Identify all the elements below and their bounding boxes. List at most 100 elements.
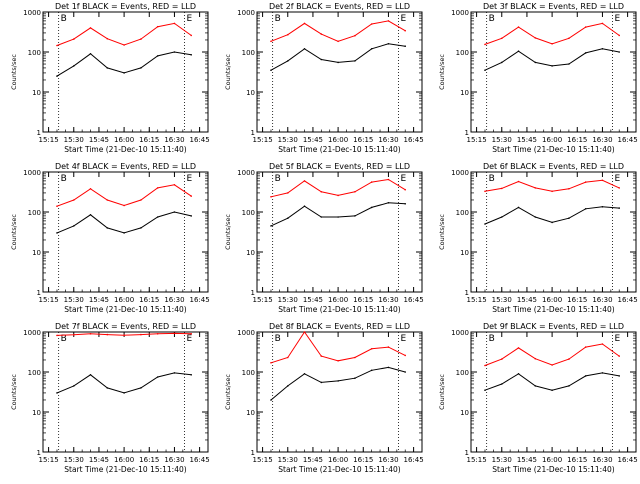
data-point-events [551,389,553,392]
series-line-events [484,372,620,391]
y-tick-label: 1 [465,449,469,457]
series-line-lld [484,343,620,366]
y-tick-label: 100 [242,49,255,57]
data-point-events [517,50,520,52]
plot-frame [256,11,423,133]
data-point-lld [156,25,159,28]
x-tick-label: 16:15 [567,296,587,304]
data-point-lld [337,194,339,197]
x-tick-label: 16:45 [618,456,638,464]
data-point-lld [370,348,373,350]
data-point-lld [173,332,176,335]
data-point-events [618,51,620,53]
y-tick-label: 1000 [23,169,41,177]
data-point-events [484,69,486,71]
data-point-events [534,385,537,387]
x-axis-label: Start Time (21-Dec-10 15:11:40) [492,145,614,154]
x-tick-label: 15:15 [38,136,58,144]
x-tick-label: 15:30 [278,456,298,464]
x-tick-label: 16:30 [378,296,398,304]
data-point-lld [551,190,553,193]
data-point-lld [73,38,75,40]
series-line-lld [56,184,192,207]
data-point-lld [303,331,306,333]
data-point-lld [106,333,109,336]
data-point-events [501,61,503,64]
data-point-lld [287,356,289,359]
data-point-events [56,75,58,77]
data-point-events [601,206,604,208]
data-point-lld [190,195,192,197]
data-point-lld [387,20,390,22]
plot-frame [42,11,209,133]
data-point-lld [501,358,503,360]
plot-frame [256,331,423,453]
y-axis-label: Counts/sec [10,214,18,250]
data-point-events [287,385,289,387]
panel-title: Det 3f BLACK = Events, RED = LLD [483,2,624,11]
y-tick-label: 10 [460,409,469,417]
data-point-lld [517,26,520,28]
x-tick-label: 15:45 [89,296,109,304]
x-tick-label: 16:00 [328,296,348,304]
x-axis-label: Start Time (21-Dec-10 15:11:40) [64,465,186,474]
x-tick-label: 15:15 [466,296,486,304]
x-tick-label: 16:30 [592,456,612,464]
data-point-events [517,206,520,209]
data-point-lld [303,180,306,182]
x-tick-label: 16:15 [353,296,373,304]
data-point-events [551,65,553,67]
data-point-lld [501,37,503,40]
data-point-events [56,232,58,234]
marker-label-e: E [401,334,407,344]
data-point-events [404,203,407,205]
data-point-events [387,202,390,204]
y-tick-label: 1 [37,449,41,457]
plot-frame [42,171,209,293]
data-point-lld [534,187,537,189]
data-point-lld [73,199,75,201]
y-tick-label: 10 [32,249,41,257]
data-point-lld [190,34,192,37]
marker-label-b: B [275,334,281,344]
data-point-lld [56,44,58,47]
x-tick-label: 15:15 [252,456,272,464]
data-point-lld [123,334,125,337]
y-tick-label: 10 [246,89,255,97]
panel-5: Det 5f BLACK = Events, RED = LLD 1 10 100 10… [224,162,424,314]
y-axis-label: Counts/sec [224,214,232,250]
data-point-events [89,214,92,216]
data-point-lld [156,333,159,335]
series-line-lld [484,179,620,192]
data-point-events [106,67,109,69]
y-tick-label: 1 [251,129,255,137]
data-point-lld [354,191,356,193]
panel-title: Det 4f BLACK = Events, RED = LLD [55,162,196,171]
data-point-lld [404,188,407,191]
x-tick-label: 15:45 [517,456,537,464]
data-point-events [156,216,159,218]
x-tick-label: 15:45 [303,456,323,464]
data-point-lld [173,22,176,25]
data-point-events [404,45,407,47]
y-tick-label: 100 [456,209,469,217]
data-point-events [287,217,289,219]
data-point-events [190,374,192,376]
data-point-events [517,373,520,375]
plot-frame [470,331,637,453]
data-point-lld [303,22,306,25]
data-point-lld [601,343,604,345]
plot-frame [42,331,209,453]
data-point-lld [89,27,92,29]
plot-frame [470,171,637,293]
marker-label-b: B [275,14,281,24]
data-point-lld [123,204,125,207]
y-tick-label: 1000 [451,169,469,177]
x-axis-label: Start Time (21-Dec-10 15:11:40) [278,305,400,314]
data-point-events [173,211,176,213]
data-point-events [156,55,159,57]
data-point-events [73,65,75,67]
y-tick-label: 1000 [237,169,255,177]
data-point-events [303,205,306,207]
x-tick-label: 16:30 [592,136,612,144]
